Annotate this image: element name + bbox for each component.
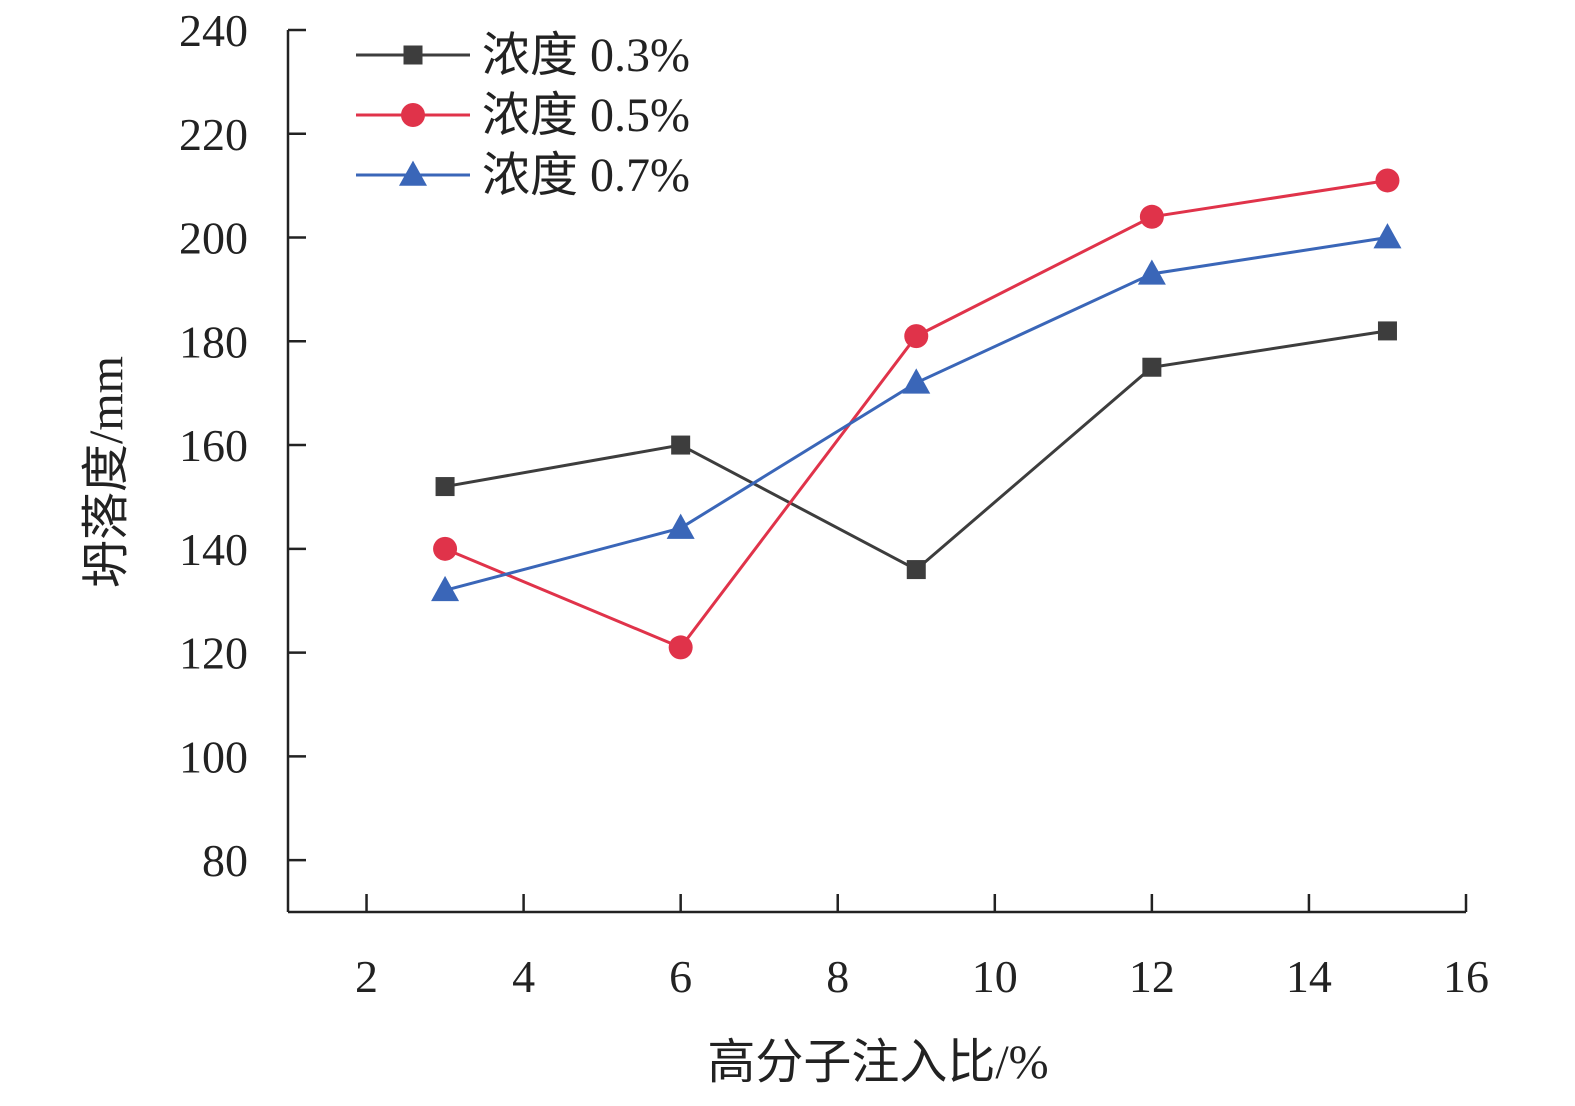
x-tick-label: 8 <box>826 951 849 1002</box>
data-point <box>1377 321 1397 341</box>
axes: 80 100 120 140 160 180 200 220 240 2 4 6 8 10 12 14 16 <box>179 5 1489 1002</box>
data-point <box>1139 204 1164 229</box>
series-line <box>444 329 1388 572</box>
data-point <box>1373 223 1402 249</box>
y-tick-label: 160 <box>179 420 248 471</box>
y-tick-label: 180 <box>179 316 248 367</box>
legend-label: 浓度 0.7% <box>482 149 690 202</box>
y-tick-label: 140 <box>179 524 248 575</box>
data-point <box>671 435 691 455</box>
y-tick-label: 200 <box>179 213 248 264</box>
legend-entry: 浓度 0.7% <box>356 149 690 202</box>
series-layer <box>431 168 1402 660</box>
x-tick-label: 16 <box>1443 951 1489 1002</box>
legend-label: 浓度 0.5% <box>482 89 690 142</box>
y-tick-label: 220 <box>179 109 248 160</box>
y-tick-label: 120 <box>179 628 248 679</box>
x-tick-label: 6 <box>669 951 692 1002</box>
data-point <box>1137 259 1166 285</box>
y-axis-title: 坍落度/mm <box>80 356 133 588</box>
x-axis-title: 高分子注入比/% <box>707 1036 1048 1089</box>
data-point <box>666 513 695 539</box>
x-tick-label: 2 <box>355 951 378 1002</box>
y-tick-label: 240 <box>179 5 248 56</box>
y-tick-label: 80 <box>202 835 248 886</box>
x-tick-label: 4 <box>512 951 535 1002</box>
x-tick-label: 10 <box>972 951 1018 1002</box>
legend-marker <box>403 45 423 65</box>
data-point <box>668 635 693 660</box>
legend-entry: 浓度 0.3% <box>356 29 690 82</box>
data-point <box>1142 357 1162 377</box>
series-3 <box>431 223 1402 602</box>
legend: 浓度 0.3% 浓度 0.5% 浓度 0.7% <box>356 29 690 202</box>
series-1 <box>435 321 1397 580</box>
data-point <box>1375 168 1400 193</box>
x-tick-label: 12 <box>1129 951 1175 1002</box>
legend-marker <box>401 103 425 127</box>
series-line <box>444 236 1388 592</box>
data-point <box>904 324 929 349</box>
data-point <box>906 560 926 580</box>
legend-marker <box>399 160 427 186</box>
x-tick-label: 14 <box>1286 951 1332 1002</box>
data-point <box>902 368 931 394</box>
data-point <box>433 536 458 561</box>
y-tick-label: 100 <box>179 731 248 782</box>
legend-label: 浓度 0.3% <box>482 29 690 82</box>
series-2 <box>433 168 1400 660</box>
data-point <box>435 477 455 497</box>
data-point <box>431 575 460 602</box>
legend-entry: 浓度 0.5% <box>356 89 690 142</box>
